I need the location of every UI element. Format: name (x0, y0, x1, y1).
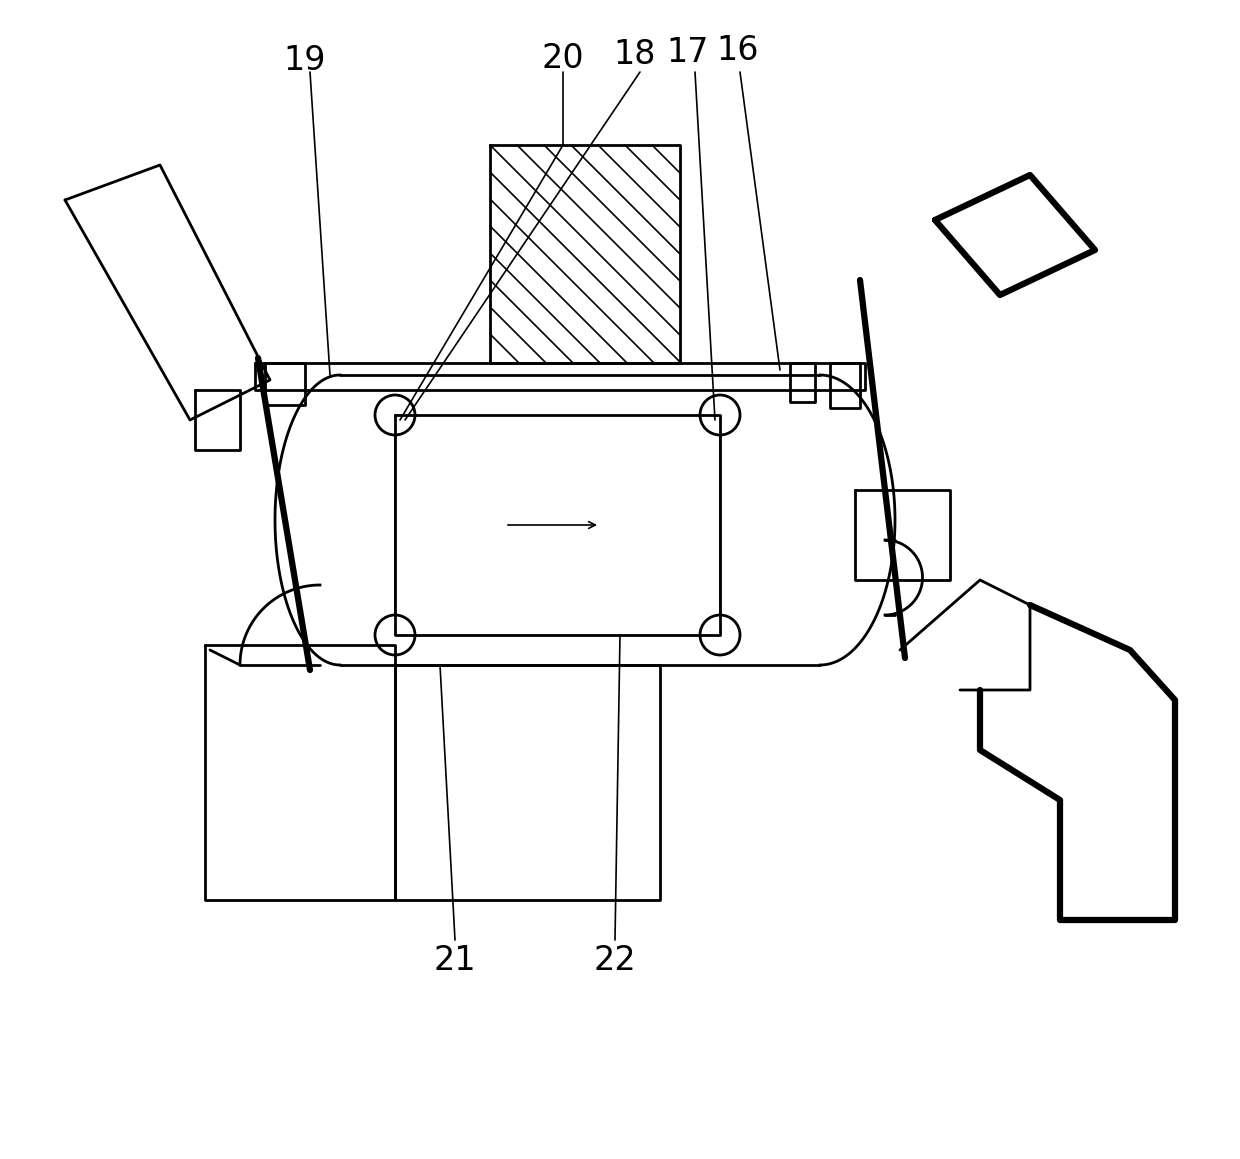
Text: 20: 20 (542, 42, 584, 74)
Text: 18: 18 (614, 38, 656, 72)
Text: 22: 22 (594, 943, 636, 977)
Text: 17: 17 (667, 36, 709, 68)
Text: 16: 16 (717, 34, 759, 66)
Text: 19: 19 (284, 44, 326, 76)
Text: 21: 21 (434, 943, 476, 977)
